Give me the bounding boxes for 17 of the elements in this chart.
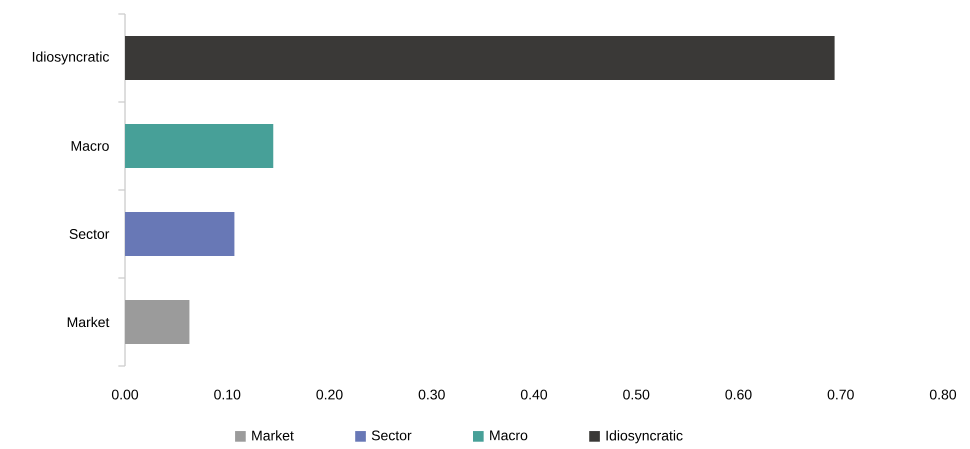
y-tick-label: Sector [70,229,110,239]
x-tick-label: 0.70 [828,390,854,400]
x-tick-label: 0.80 [930,390,956,400]
x-tick-label: 0.30 [418,390,445,400]
legend-label: Macro [490,430,528,440]
y-tick-label: Market [68,316,110,328]
y-tick-label: Macro [72,141,109,151]
x-tick-label: 0.40 [520,390,548,400]
x-tick-label: 0.10 [214,390,240,400]
legend-label: Idiosyncratic [606,430,683,444]
y-tick-label: Idiosyncratic [32,51,110,65]
legend-label: Sector [372,430,412,440]
x-tick-label: 0.60 [725,390,752,400]
x-tick-label: 0.20 [316,390,343,400]
legend-label: Market [252,430,294,441]
x-tick-label: 0.50 [623,390,650,400]
x-tick-label: 0.00 [112,390,138,400]
